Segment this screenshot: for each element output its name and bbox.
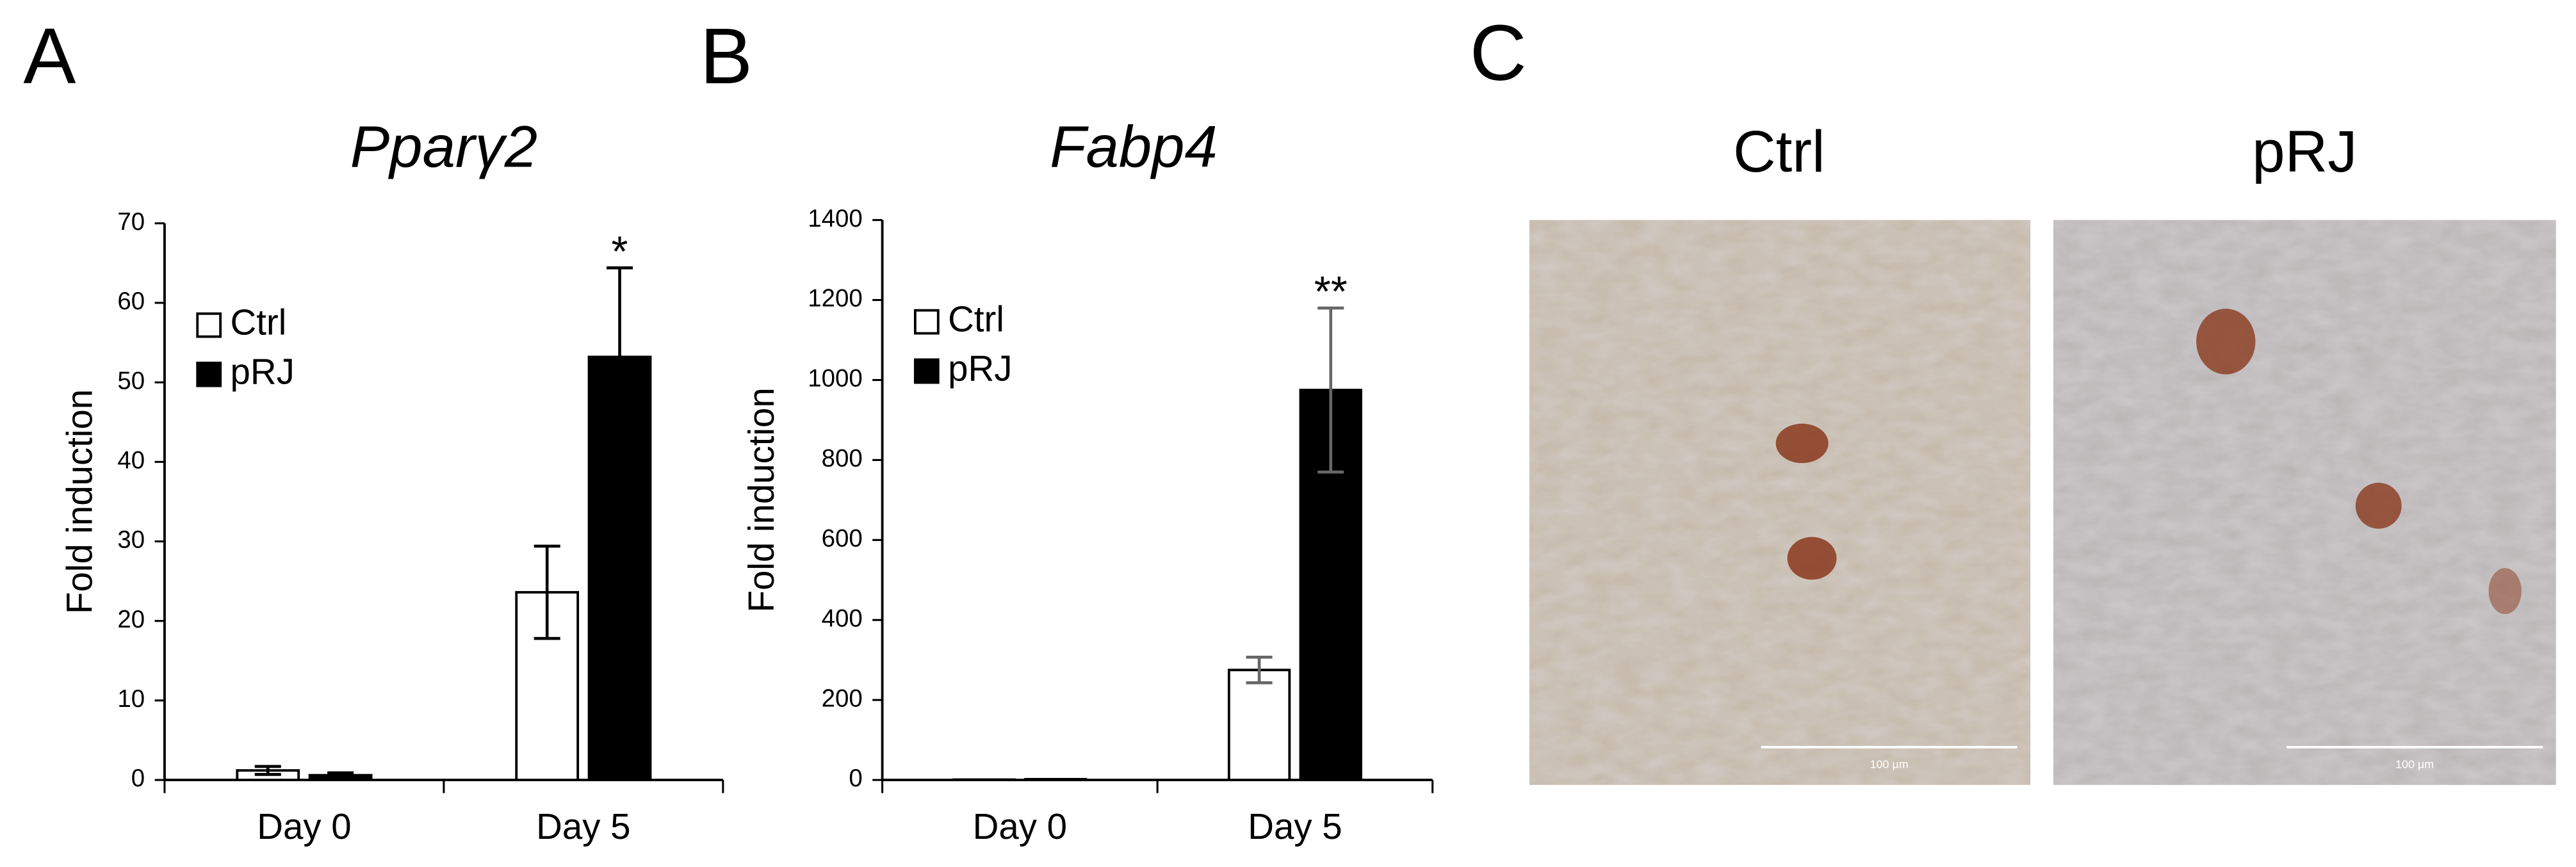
y-tick-label: 70 — [117, 208, 145, 236]
y-tick-label: 1200 — [808, 285, 863, 312]
legend-label: Ctrl — [948, 299, 1004, 339]
legend-swatch — [196, 361, 222, 387]
legend-swatch — [913, 309, 940, 335]
x-tick-label: Day 0 — [257, 806, 351, 847]
chart-title: Fabp4 — [1050, 113, 1218, 179]
y-tick-label: 30 — [117, 526, 145, 554]
error-bar — [534, 544, 560, 640]
y-tick-label: 10 — [117, 685, 145, 713]
chart: A Pparγ2 Fold induction 0 10 20 30 40 50 60 70 Day … — [23, 13, 724, 847]
error-bar — [607, 266, 633, 448]
y-tick-label: 40 — [117, 446, 145, 474]
bar — [952, 778, 1016, 782]
y-tick-label: 800 — [822, 445, 863, 473]
x-tick-label: Day 5 — [536, 806, 630, 847]
micrograph: 100 µm — [1529, 220, 2031, 785]
panel-label: C — [1470, 10, 1527, 97]
y-tick-label: 400 — [822, 604, 863, 632]
y-tick-label: 1400 — [808, 205, 863, 232]
y-axis-label: Fold induction — [60, 389, 100, 614]
legend-swatch — [196, 312, 222, 338]
error-bar — [254, 765, 281, 776]
micrograph: 100 µm — [2053, 220, 2556, 785]
y-tick-label: 600 — [822, 524, 863, 552]
y-axis-label: Fold induction — [741, 387, 781, 612]
y-tick-label: 1000 — [808, 365, 863, 393]
error-bar — [1317, 306, 1344, 474]
panel-c: C Ctrl pRJ 100 µm 100 µm — [1470, 10, 2556, 785]
significance-mark: ** — [1314, 268, 1348, 316]
y-tick-label: 0 — [131, 765, 145, 792]
image-title: pRJ — [2252, 118, 2357, 184]
legend-label: pRJ — [231, 352, 295, 392]
error-bar — [327, 771, 354, 779]
panel-label: A — [23, 13, 76, 101]
y-tick-label: 200 — [822, 685, 863, 712]
chart: B Fabp4 Fold induction 0 200 400 600 800 1000 120… — [700, 13, 1434, 847]
scale-bar-label: 100 µm — [2395, 758, 2434, 771]
bar — [1024, 777, 1088, 782]
panel-label: B — [700, 13, 753, 101]
y-tick-label: 50 — [117, 367, 145, 394]
significance-mark: * — [612, 228, 628, 275]
y-tick-label: 20 — [117, 606, 145, 633]
y-tick-label: 0 — [849, 765, 862, 792]
legend-swatch — [913, 358, 940, 384]
legend-label: pRJ — [948, 348, 1012, 388]
x-tick-label: Day 0 — [973, 806, 1067, 847]
bar — [1227, 668, 1291, 782]
legend-label: Ctrl — [231, 302, 287, 343]
scale-bar-label: 100 µm — [1870, 758, 1908, 771]
error-bar — [1246, 656, 1273, 685]
chart-title: Pparγ2 — [350, 113, 537, 179]
y-tick-label: 60 — [117, 288, 145, 315]
x-tick-label: Day 5 — [1248, 806, 1342, 847]
image-title: Ctrl — [1733, 118, 1825, 184]
